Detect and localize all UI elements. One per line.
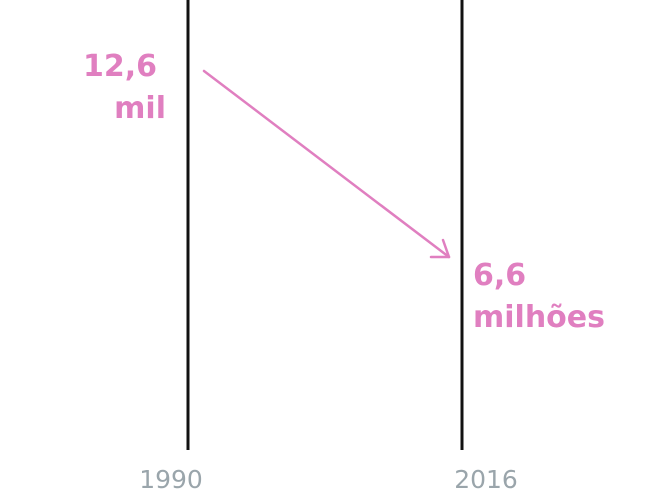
year-label: 2016 bbox=[454, 465, 518, 494]
unit-2016: milhões bbox=[473, 300, 605, 335]
trend-arrow bbox=[202, 69, 451, 259]
unit-1990: mil bbox=[114, 91, 166, 126]
value-2016: 6,6 bbox=[473, 258, 526, 293]
value-1990: 12,6 bbox=[83, 49, 157, 84]
year-label: 1990 bbox=[139, 465, 203, 494]
